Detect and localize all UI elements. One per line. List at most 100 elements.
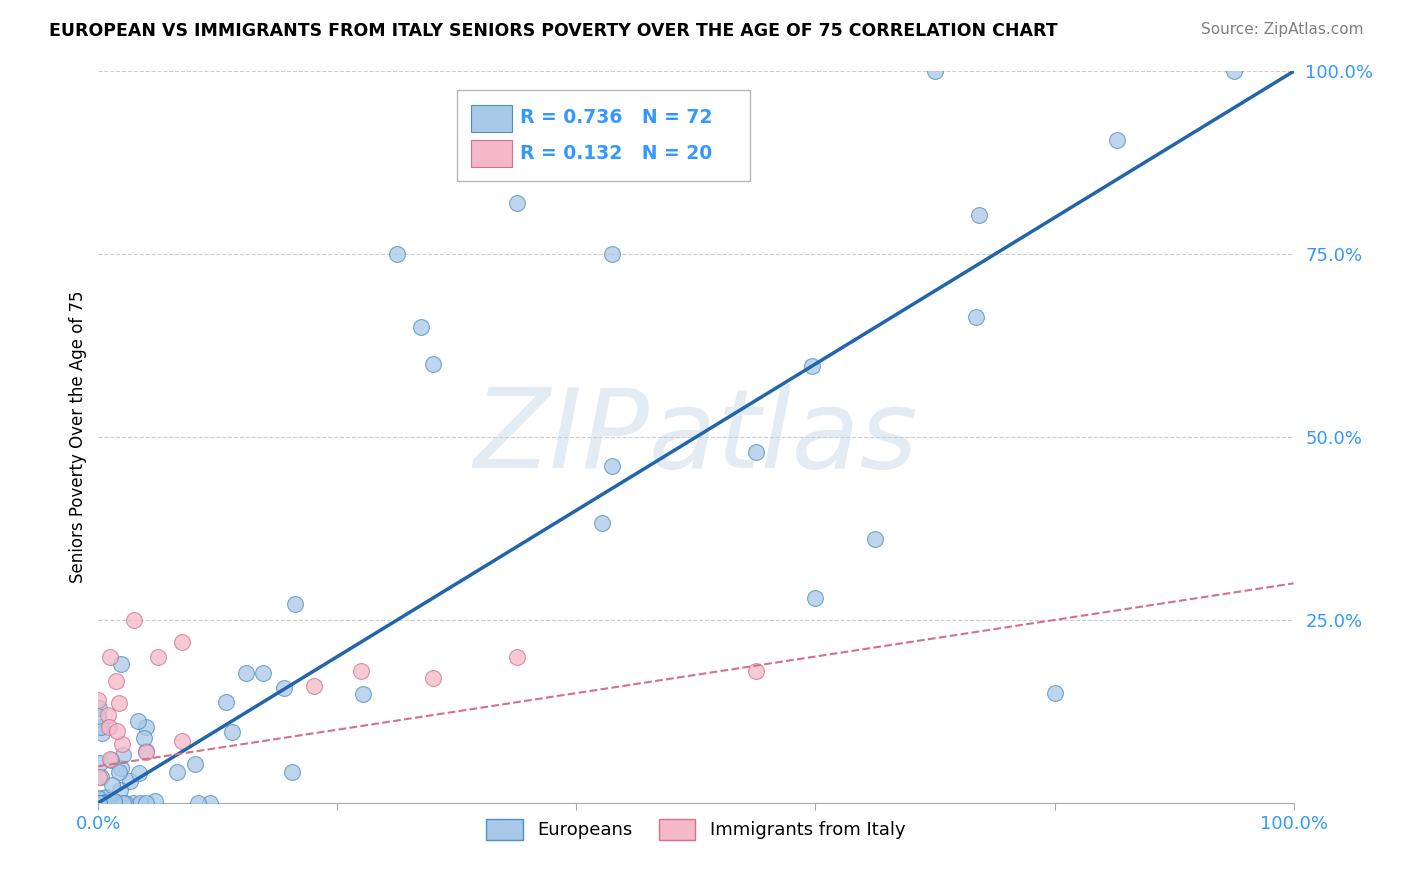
Point: [135, 796, 157, 810]
Point: [1223, 64, 1246, 78]
Point: [221, 724, 243, 739]
FancyBboxPatch shape: [457, 90, 749, 181]
Point: [90, 770, 112, 784]
Point: [967, 208, 990, 222]
Point: [252, 666, 274, 681]
Point: [200, 796, 222, 810]
Point: [506, 649, 529, 664]
Point: [965, 310, 987, 325]
Point: [166, 764, 188, 779]
Legend: Europeans, Immigrants from Italy: Europeans, Immigrants from Italy: [478, 810, 914, 848]
Point: [87, 701, 110, 715]
Point: [184, 757, 207, 772]
Point: [101, 796, 124, 810]
Point: [506, 196, 529, 211]
FancyBboxPatch shape: [471, 105, 512, 132]
Point: [148, 649, 170, 664]
Point: [385, 247, 409, 261]
Point: [281, 764, 304, 779]
Point: [602, 459, 624, 474]
FancyBboxPatch shape: [471, 140, 512, 167]
Point: [110, 657, 132, 672]
Text: Source: ZipAtlas.com: Source: ZipAtlas.com: [1201, 22, 1364, 37]
Point: [350, 664, 373, 678]
Point: [114, 796, 136, 810]
Point: [135, 720, 157, 734]
Point: [108, 765, 131, 780]
Point: [804, 591, 827, 605]
Point: [135, 743, 157, 757]
Point: [215, 695, 238, 709]
Point: [352, 687, 374, 701]
Point: [87, 796, 110, 810]
Point: [89, 756, 111, 770]
Point: [89, 796, 111, 810]
Text: R = 0.736   N = 72: R = 0.736 N = 72: [520, 108, 713, 127]
Point: [91, 726, 114, 740]
Point: [87, 796, 110, 810]
Point: [745, 444, 768, 458]
Point: [422, 357, 444, 371]
Point: [129, 796, 152, 810]
Point: [89, 770, 111, 784]
Point: [103, 796, 125, 810]
Point: [591, 516, 613, 530]
Point: [94, 795, 117, 809]
Point: [132, 731, 155, 745]
Point: [118, 773, 141, 788]
Point: [108, 783, 131, 797]
Point: [108, 696, 131, 710]
Point: [100, 753, 122, 767]
Point: [411, 320, 433, 334]
Point: [91, 796, 114, 810]
Point: [98, 720, 121, 734]
Point: [284, 597, 307, 611]
Point: [187, 796, 209, 810]
Point: [103, 794, 125, 808]
Point: [110, 761, 132, 775]
Point: [422, 672, 444, 686]
Point: [111, 737, 134, 751]
Point: [100, 778, 122, 792]
Point: [302, 679, 325, 693]
Point: [87, 791, 110, 805]
Point: [273, 681, 295, 695]
Point: [87, 796, 110, 810]
Point: [124, 613, 146, 627]
Point: [105, 673, 128, 688]
Point: [143, 794, 166, 808]
Point: [121, 796, 143, 810]
Point: [128, 765, 150, 780]
Point: [87, 796, 110, 810]
Point: [170, 734, 193, 748]
Point: [97, 796, 120, 810]
Point: [87, 796, 110, 810]
Point: [112, 796, 135, 810]
Point: [924, 64, 946, 78]
Y-axis label: Seniors Poverty Over the Age of 75: Seniors Poverty Over the Age of 75: [69, 291, 87, 583]
Point: [87, 708, 110, 723]
Point: [103, 796, 125, 810]
Point: [1043, 686, 1066, 700]
Point: [800, 359, 823, 373]
Point: [865, 533, 887, 547]
Point: [97, 708, 120, 723]
Text: R = 0.132   N = 20: R = 0.132 N = 20: [520, 144, 713, 162]
Point: [105, 724, 128, 739]
Point: [602, 247, 624, 261]
Point: [745, 664, 768, 678]
Point: [1105, 133, 1128, 147]
Point: [98, 752, 121, 766]
Point: [235, 665, 257, 680]
Point: [90, 720, 112, 734]
Point: [87, 796, 110, 810]
Text: ZIPatlas: ZIPatlas: [474, 384, 918, 491]
Point: [135, 745, 157, 759]
Point: [87, 692, 110, 706]
Point: [96, 789, 118, 804]
Point: [98, 649, 122, 664]
Point: [111, 748, 134, 763]
Point: [87, 796, 110, 810]
Point: [91, 791, 114, 805]
Text: EUROPEAN VS IMMIGRANTS FROM ITALY SENIORS POVERTY OVER THE AGE OF 75 CORRELATION: EUROPEAN VS IMMIGRANTS FROM ITALY SENIOR…: [49, 22, 1057, 40]
